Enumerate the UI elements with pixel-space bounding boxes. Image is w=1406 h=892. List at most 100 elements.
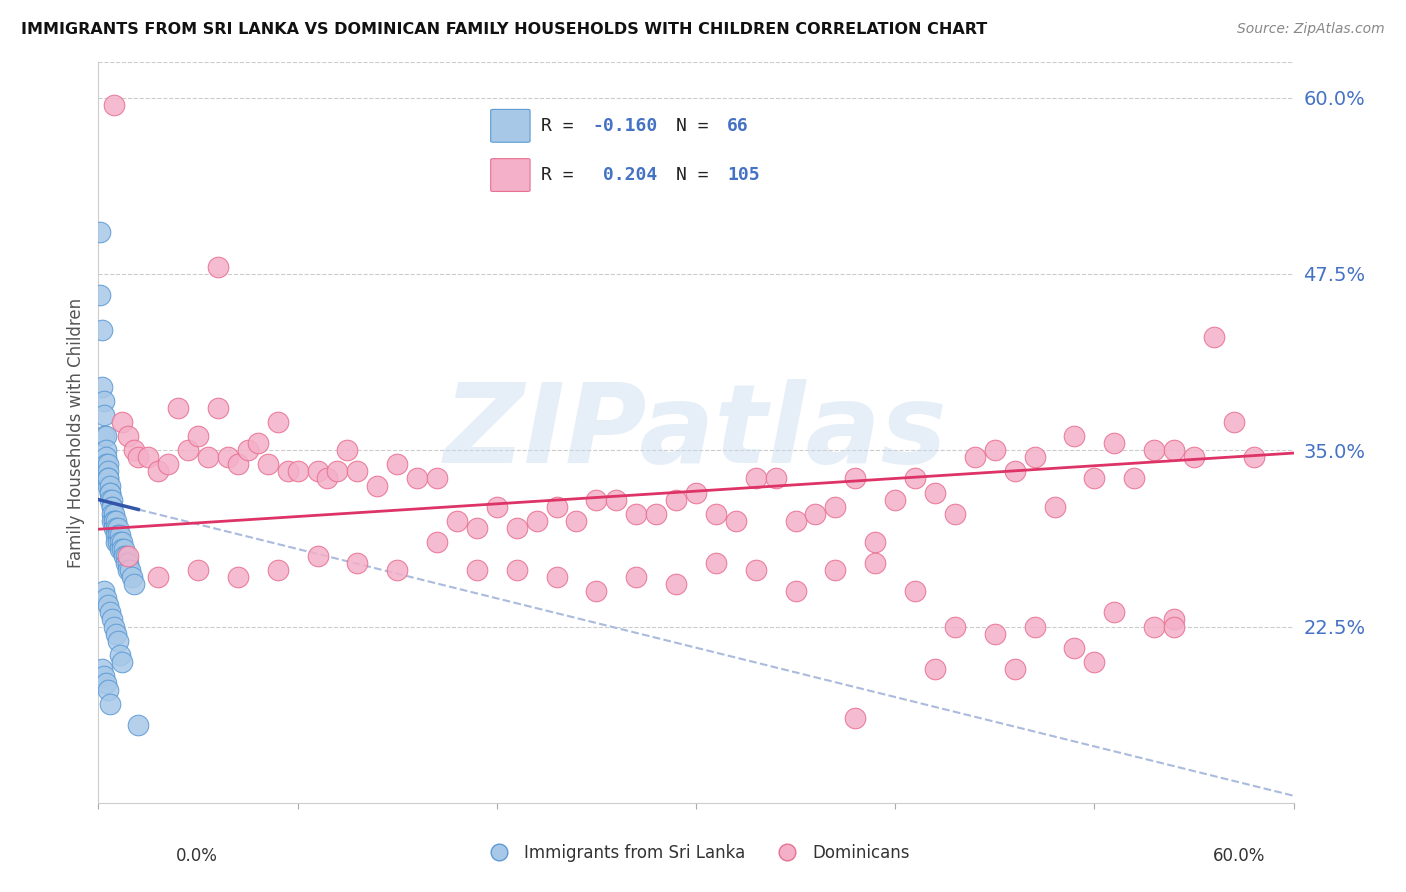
Point	[96, 450, 118, 465]
Point	[96, 676, 118, 690]
Point	[111, 655, 134, 669]
Point	[844, 471, 866, 485]
Point	[884, 492, 907, 507]
Point	[465, 521, 488, 535]
Point	[197, 450, 219, 465]
Point	[97, 471, 120, 485]
Point	[1182, 450, 1205, 465]
Point	[267, 415, 290, 429]
Point	[98, 485, 122, 500]
Point	[98, 478, 122, 492]
Point	[426, 535, 449, 549]
Point	[267, 563, 290, 577]
Point	[97, 458, 120, 472]
Point	[1063, 640, 1085, 655]
Point	[105, 528, 128, 542]
Point	[167, 401, 190, 415]
Point	[226, 570, 249, 584]
Point	[307, 549, 329, 563]
Point	[93, 408, 115, 422]
Point	[107, 535, 129, 549]
Point	[336, 443, 359, 458]
Point	[526, 514, 548, 528]
Point	[1223, 415, 1246, 429]
Point	[704, 556, 727, 570]
Point	[110, 535, 132, 549]
Point	[277, 464, 299, 478]
Text: 0.204: 0.204	[592, 166, 657, 184]
Point	[98, 485, 122, 500]
Point	[1163, 443, 1185, 458]
Text: 0.0%: 0.0%	[176, 847, 218, 865]
Point	[136, 450, 159, 465]
Text: Source: ZipAtlas.com: Source: ZipAtlas.com	[1237, 22, 1385, 37]
Point	[127, 718, 149, 732]
Point	[316, 471, 339, 485]
Point	[187, 563, 209, 577]
Point	[93, 584, 115, 599]
Point	[111, 541, 134, 556]
Point	[207, 401, 229, 415]
Point	[506, 563, 529, 577]
Point	[91, 380, 114, 394]
Point	[89, 288, 111, 302]
Point	[101, 612, 124, 626]
Point	[366, 478, 388, 492]
Point	[346, 464, 368, 478]
Point	[121, 570, 143, 584]
Point	[110, 648, 132, 662]
Point	[105, 514, 128, 528]
Point	[665, 492, 688, 507]
Point	[96, 443, 118, 458]
Point	[1163, 619, 1185, 633]
Point	[1063, 429, 1085, 443]
Point	[97, 683, 120, 698]
Point	[704, 507, 727, 521]
Point	[101, 500, 124, 514]
Point	[585, 492, 607, 507]
Point	[924, 485, 946, 500]
Point	[103, 514, 125, 528]
Point	[585, 584, 607, 599]
Point	[824, 563, 846, 577]
Point	[665, 577, 688, 591]
Point	[765, 471, 787, 485]
Point	[97, 471, 120, 485]
Point	[785, 584, 807, 599]
Point	[93, 429, 115, 443]
Text: 60.0%: 60.0%	[1213, 847, 1265, 865]
Point	[844, 711, 866, 725]
Text: R =: R =	[541, 166, 585, 184]
Point	[112, 549, 135, 563]
Point	[984, 626, 1007, 640]
Point	[110, 528, 132, 542]
Text: 105: 105	[727, 166, 759, 184]
Point	[93, 393, 115, 408]
Point	[485, 500, 508, 514]
Text: N =: N =	[676, 166, 720, 184]
Point	[157, 458, 180, 472]
Point	[148, 464, 170, 478]
Point	[103, 619, 125, 633]
Point	[506, 521, 529, 535]
Point	[1083, 471, 1105, 485]
Point	[565, 514, 588, 528]
Point	[804, 507, 827, 521]
Point	[1104, 606, 1126, 620]
Point	[1104, 436, 1126, 450]
Text: 66: 66	[727, 118, 748, 136]
Point	[96, 458, 118, 472]
Point	[1123, 471, 1146, 485]
Point	[943, 619, 966, 633]
Point	[217, 450, 239, 465]
Point	[103, 507, 125, 521]
Point	[107, 521, 129, 535]
Point	[187, 429, 209, 443]
Point	[326, 464, 349, 478]
Point	[1143, 619, 1166, 633]
Point	[105, 521, 128, 535]
Point	[406, 471, 429, 485]
Point	[865, 535, 887, 549]
Point	[107, 633, 129, 648]
Point	[93, 669, 115, 683]
